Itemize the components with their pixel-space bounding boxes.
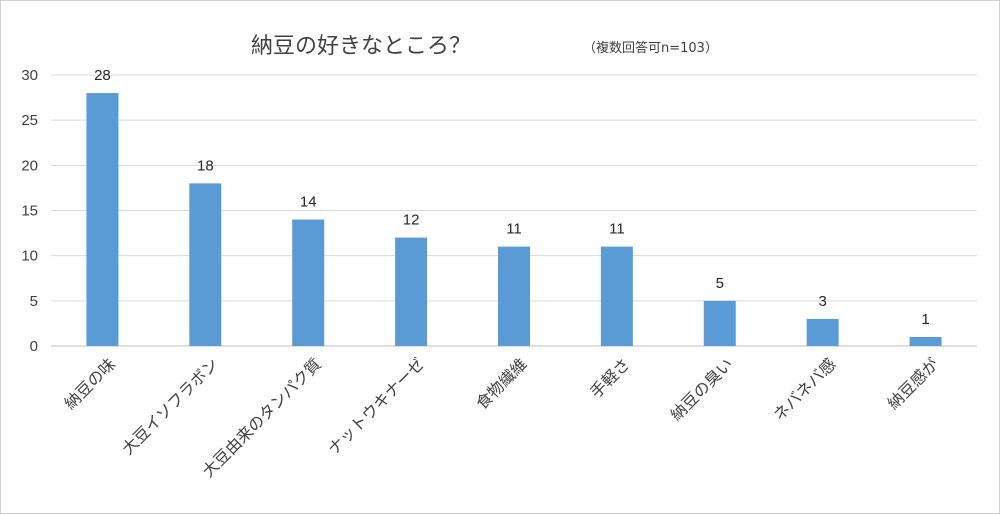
y-axis-ticks: 0 5 10 15 20 25 30 — [21, 67, 38, 355]
data-label: 18 — [197, 157, 214, 174]
bar — [498, 246, 530, 346]
bar — [703, 300, 736, 346]
bar — [292, 219, 325, 346]
data-label: 3 — [818, 293, 826, 310]
bar — [395, 237, 428, 346]
y-tick-label: 20 — [21, 157, 38, 174]
y-tick-label: 15 — [21, 203, 38, 220]
bar — [86, 93, 119, 346]
category-label: 食物繊維 — [472, 354, 531, 413]
data-labels: 28 18 14 12 11 11 5 3 1 — [94, 67, 930, 328]
bar — [600, 246, 633, 346]
data-label: 11 — [609, 221, 625, 238]
category-label: 納豆の味 — [61, 354, 120, 413]
chart-subtitle: （複数回答可n=103） — [583, 40, 718, 56]
data-label: 28 — [94, 67, 111, 84]
category-label: 大豆イソフラボン — [118, 354, 222, 458]
bar — [806, 318, 839, 346]
category-label: ナットウキナーゼ — [324, 354, 428, 458]
data-label: 1 — [921, 311, 929, 328]
category-label: 大豆由来のタンパク質 — [198, 354, 325, 481]
y-tick-label: 25 — [21, 112, 38, 129]
category-label: 納豆感が — [884, 354, 943, 413]
category-label: 納豆の臭い — [667, 354, 737, 424]
data-label: 12 — [403, 212, 420, 229]
y-tick-label: 10 — [21, 248, 38, 265]
data-label: 14 — [300, 194, 317, 211]
category-label: 手軽さ — [586, 354, 633, 401]
y-tick-label: 5 — [30, 293, 38, 310]
bar — [189, 183, 222, 346]
data-label: 11 — [506, 221, 522, 238]
category-label: ネバネバ感 — [769, 354, 839, 424]
data-label: 5 — [716, 275, 724, 292]
bar — [909, 336, 942, 346]
chart-title: 納豆の好きなところ？ — [251, 34, 471, 59]
bars — [86, 93, 942, 346]
y-tick-label: 30 — [21, 67, 38, 84]
y-tick-label: 0 — [30, 338, 38, 355]
